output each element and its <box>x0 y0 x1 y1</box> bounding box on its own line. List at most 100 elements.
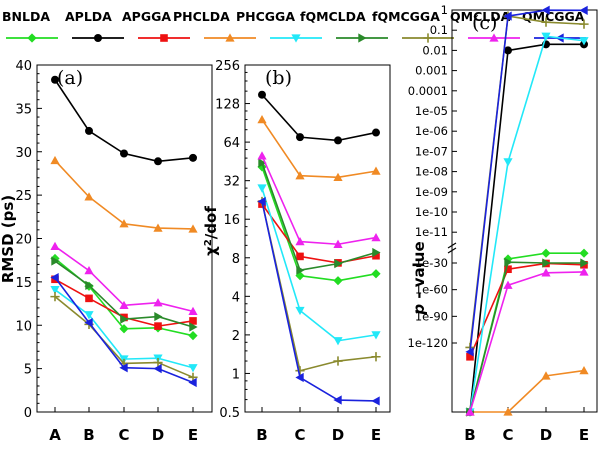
data-point <box>119 324 129 334</box>
data-point <box>85 294 93 303</box>
y-tick-label: 20 <box>15 233 32 248</box>
data-point <box>84 265 94 275</box>
y-tick-label: 1e-90 <box>415 309 448 323</box>
legend-item: APLDA <box>65 9 124 42</box>
data-point <box>258 158 267 168</box>
data-point <box>153 364 162 374</box>
data-point <box>334 259 343 269</box>
data-point <box>120 149 128 158</box>
data-point <box>333 395 342 405</box>
legend-item: BNLDA <box>2 9 58 43</box>
plot-frame <box>244 64 391 413</box>
series-line <box>261 166 377 282</box>
legend-item: fQMCGGA <box>372 9 454 43</box>
x-tick-label: E <box>579 426 589 444</box>
legend-item: PHCLDA <box>173 9 256 42</box>
data-point <box>120 314 129 324</box>
y-tick-label: 35 <box>15 102 32 117</box>
legend-marker <box>225 33 235 42</box>
data-point <box>372 251 380 260</box>
x-tick-label: D <box>152 426 164 444</box>
data-point <box>504 257 513 267</box>
y-tick-label: 1e-11 <box>415 225 448 239</box>
data-point <box>371 166 381 175</box>
data-point <box>154 157 162 166</box>
data-point <box>51 75 59 84</box>
data-point <box>119 300 129 309</box>
y-axis-title: RMSD (ps) <box>0 195 17 283</box>
data-point <box>85 280 94 290</box>
x-tick-label: B <box>464 426 475 444</box>
data-point <box>580 258 589 268</box>
y-tick-label: 5 <box>24 363 32 378</box>
series-line <box>469 261 584 413</box>
y-tick-label: 25 <box>15 189 32 204</box>
series-line <box>469 262 585 358</box>
y-tick-label: 1e-05 <box>415 104 448 118</box>
data-point <box>541 5 550 15</box>
panel-label: (c) <box>472 12 497 34</box>
series <box>465 267 589 416</box>
legend-marker <box>160 34 168 42</box>
series <box>50 272 197 388</box>
series-line <box>54 79 194 163</box>
y-tick-label: 1 <box>232 367 240 382</box>
data-point <box>296 133 304 142</box>
data-point <box>188 377 197 388</box>
legend: BNLDA APLDA APGGA PHCLDA PHCGGA fQMCLDA fQMCGG… <box>2 9 586 43</box>
legend-marker <box>27 33 37 43</box>
y-tick-label: 1e-30 <box>415 256 448 270</box>
y-tick-label: 1e-09 <box>415 185 448 199</box>
legend-label: APLDA <box>65 9 112 24</box>
legend-marker <box>291 34 301 43</box>
data-point <box>466 352 474 361</box>
y-tick-label: 2 <box>232 329 240 344</box>
data-point <box>188 306 198 316</box>
legend-marker <box>358 33 367 43</box>
data-point <box>371 331 381 340</box>
series <box>465 365 589 416</box>
data-point <box>188 331 198 341</box>
data-point <box>371 352 381 362</box>
data-point <box>295 306 305 316</box>
series <box>50 253 198 341</box>
x-tick-label: A <box>49 426 61 444</box>
series <box>257 196 380 406</box>
series <box>258 90 380 145</box>
x-tick-label: D <box>332 426 344 444</box>
x-tick-label: D <box>540 426 552 444</box>
y-tick-label: 1e-60 <box>415 283 448 297</box>
data-point <box>334 136 342 145</box>
legend-marker <box>423 33 433 43</box>
legend-label: fQMCLDA <box>300 9 366 24</box>
y-tick-label: 1e-08 <box>415 165 448 179</box>
data-point <box>188 364 198 373</box>
data-point <box>257 114 267 124</box>
y-tick-label: 10 <box>15 319 32 334</box>
data-point <box>541 32 551 41</box>
data-point <box>541 371 551 380</box>
data-point <box>372 247 381 258</box>
legend-item: APGGA <box>122 9 190 42</box>
data-point <box>84 311 94 320</box>
series-line <box>261 162 377 271</box>
data-point <box>154 311 163 322</box>
legend-item: PHCGGA <box>236 9 322 43</box>
data-point <box>188 224 198 233</box>
legend-label: PHCLDA <box>173 9 230 24</box>
axis-break-mark <box>447 242 457 249</box>
y-axis-title: χ2/dof <box>202 206 220 256</box>
legend-item: fQMCLDA <box>300 9 388 43</box>
data-point <box>542 258 551 268</box>
y-tick-label: 128 <box>215 98 240 113</box>
x-tick-label: C <box>502 426 513 444</box>
series <box>465 11 589 353</box>
data-point <box>295 237 305 246</box>
y-tick-label: 16 <box>223 213 240 228</box>
series-line <box>261 187 377 342</box>
data-point <box>579 19 589 29</box>
data-point <box>541 268 551 277</box>
y-tick-label: 40 <box>15 59 32 74</box>
data-point <box>333 239 343 248</box>
axis-break-mark <box>447 247 457 254</box>
